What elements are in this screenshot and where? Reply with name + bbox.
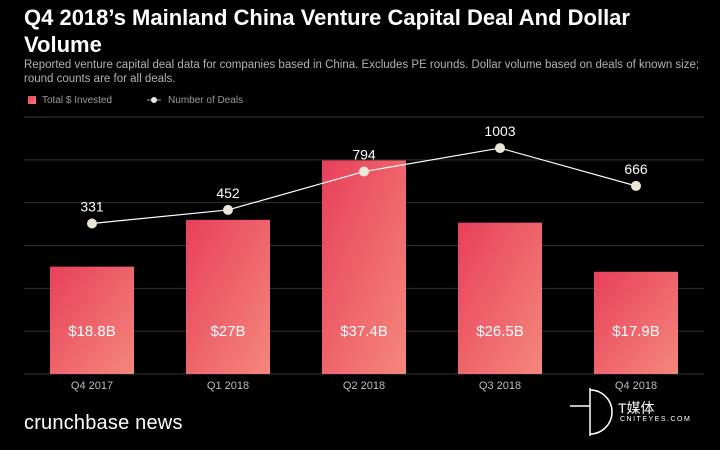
bar-5 <box>594 271 678 374</box>
legend-item-bars: Total $ Invested <box>28 95 112 106</box>
deals-point <box>87 218 97 229</box>
legend-line-marker <box>147 97 162 103</box>
legend: Total $ Invested Number of Deals <box>28 93 277 107</box>
deals-value-label: 666 <box>624 161 648 177</box>
deals-value-label: 1003 <box>484 123 515 139</box>
deals-point <box>631 180 641 191</box>
deals-value-label: 331 <box>80 199 104 215</box>
bar-3 <box>322 160 406 374</box>
chart-title: Q4 2018’s Mainland China Venture Capital… <box>24 5 630 57</box>
bar-value-label: $26.5B <box>476 323 524 340</box>
bar-value-label: $37.4B <box>340 323 388 340</box>
watermark-text: T媒体 <box>618 400 655 416</box>
deals-point <box>359 166 369 177</box>
brand-logo-text: crunchbase news <box>24 412 183 434</box>
watermark: T媒体 CNITEYES.COM <box>568 384 718 440</box>
chart-subtitle: Reported venture capital deal data for c… <box>24 59 700 85</box>
watermark-emblem-icon <box>570 388 613 436</box>
legend-item-line: Number of Deals <box>146 95 243 106</box>
watermark-subtext: CNITEYES.COM <box>620 416 692 423</box>
deals-value-label: 452 <box>216 185 240 201</box>
bar-value-label: $17.9B <box>612 323 660 340</box>
x-tick-label: Q2 2018 <box>343 380 385 392</box>
deals-point <box>223 204 233 215</box>
deals-point <box>495 143 505 154</box>
bar-value-label: $27B <box>210 323 245 340</box>
legend-line-label: Number of Deals <box>168 94 244 106</box>
x-tick-label: Q3 2018 <box>479 380 521 392</box>
x-tick-label: Q4 2017 <box>71 380 113 392</box>
x-tick-label: Q4 2018 <box>615 380 657 392</box>
legend-bars-label: Total $ Invested <box>42 94 113 106</box>
legend-bar-swatch <box>28 96 36 104</box>
bar-4 <box>458 222 542 374</box>
bar-value-label: $18.8B <box>68 323 116 340</box>
bar-1 <box>50 266 134 374</box>
bar-2 <box>186 219 270 374</box>
x-tick-label: Q1 2018 <box>207 380 249 392</box>
deals-value-label: 794 <box>352 147 376 163</box>
